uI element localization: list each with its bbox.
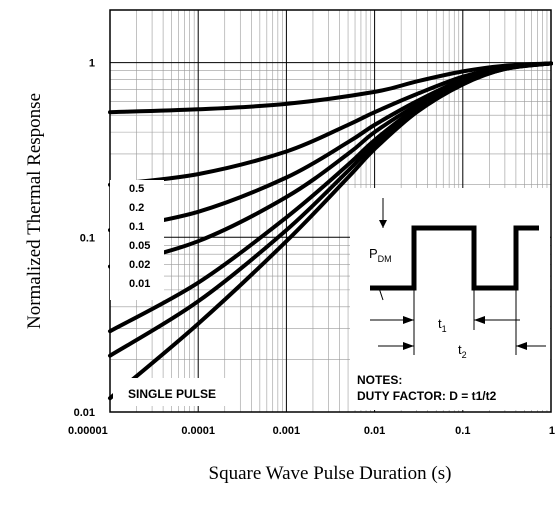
y-tick-label: 1 [89,58,95,70]
pdm-arrow-down [379,220,387,228]
notes-title: NOTES: [357,373,402,387]
pdm-bottom-tick [378,287,384,301]
x-tick-label: 1 [549,425,555,437]
legend-entry: 0.2 [129,202,144,214]
legend-entry: 0.05 [129,240,150,252]
notes-panel: PDM t1 t2 NOTES: DUTY FACTOR: D = t1/t2 [350,188,550,410]
x-tick-label: 0.00001 [68,425,108,437]
x-tick-label: 0.1 [455,425,470,437]
t1-arrow-right-head [474,316,485,324]
legend-entry: 0.01 [129,278,150,290]
single-pulse-label: SINGLE PULSE [128,387,216,401]
y-tick-label: 0.1 [80,232,95,244]
duty-factor-note: DUTY FACTOR: D = t1/t2 [357,389,497,403]
t2-label: t2 [458,342,467,360]
t2-arrow-right-head [516,342,527,350]
x-tick-label: 0.01 [364,425,385,437]
y-tick-labels: 0.01 0.1 1 [74,58,95,419]
t1-arrow-left-head [403,316,414,324]
t1-label: t1 [438,316,447,334]
pdm-label: PDM [369,246,392,264]
x-axis-title: Square Wave Pulse Duration (s) [209,463,452,484]
legend-entry: 0.5 [129,183,144,195]
single-pulse-box [113,378,231,406]
series-line-0-5 [108,61,553,115]
legend: 0.5 0.2 0.1 0.05 0.02 0.01 [129,183,150,290]
legend-entry: 0.02 [129,259,150,271]
legend-box [110,180,164,300]
x-tick-labels: 0.00001 0.0001 0.001 0.01 0.1 1 [68,425,555,437]
t2-arrow-left-head [403,342,414,350]
legend-entry: 0.1 [129,221,144,233]
y-axis-title: Normalized Thermal Response [24,93,45,329]
pulse-waveform [370,225,539,291]
x-tick-label: 0.0001 [181,425,215,437]
x-tick-label: 0.001 [273,425,301,437]
series-line-single-pulse [108,61,553,401]
series-layer [108,61,553,401]
y-tick-label: 0.01 [74,407,95,419]
